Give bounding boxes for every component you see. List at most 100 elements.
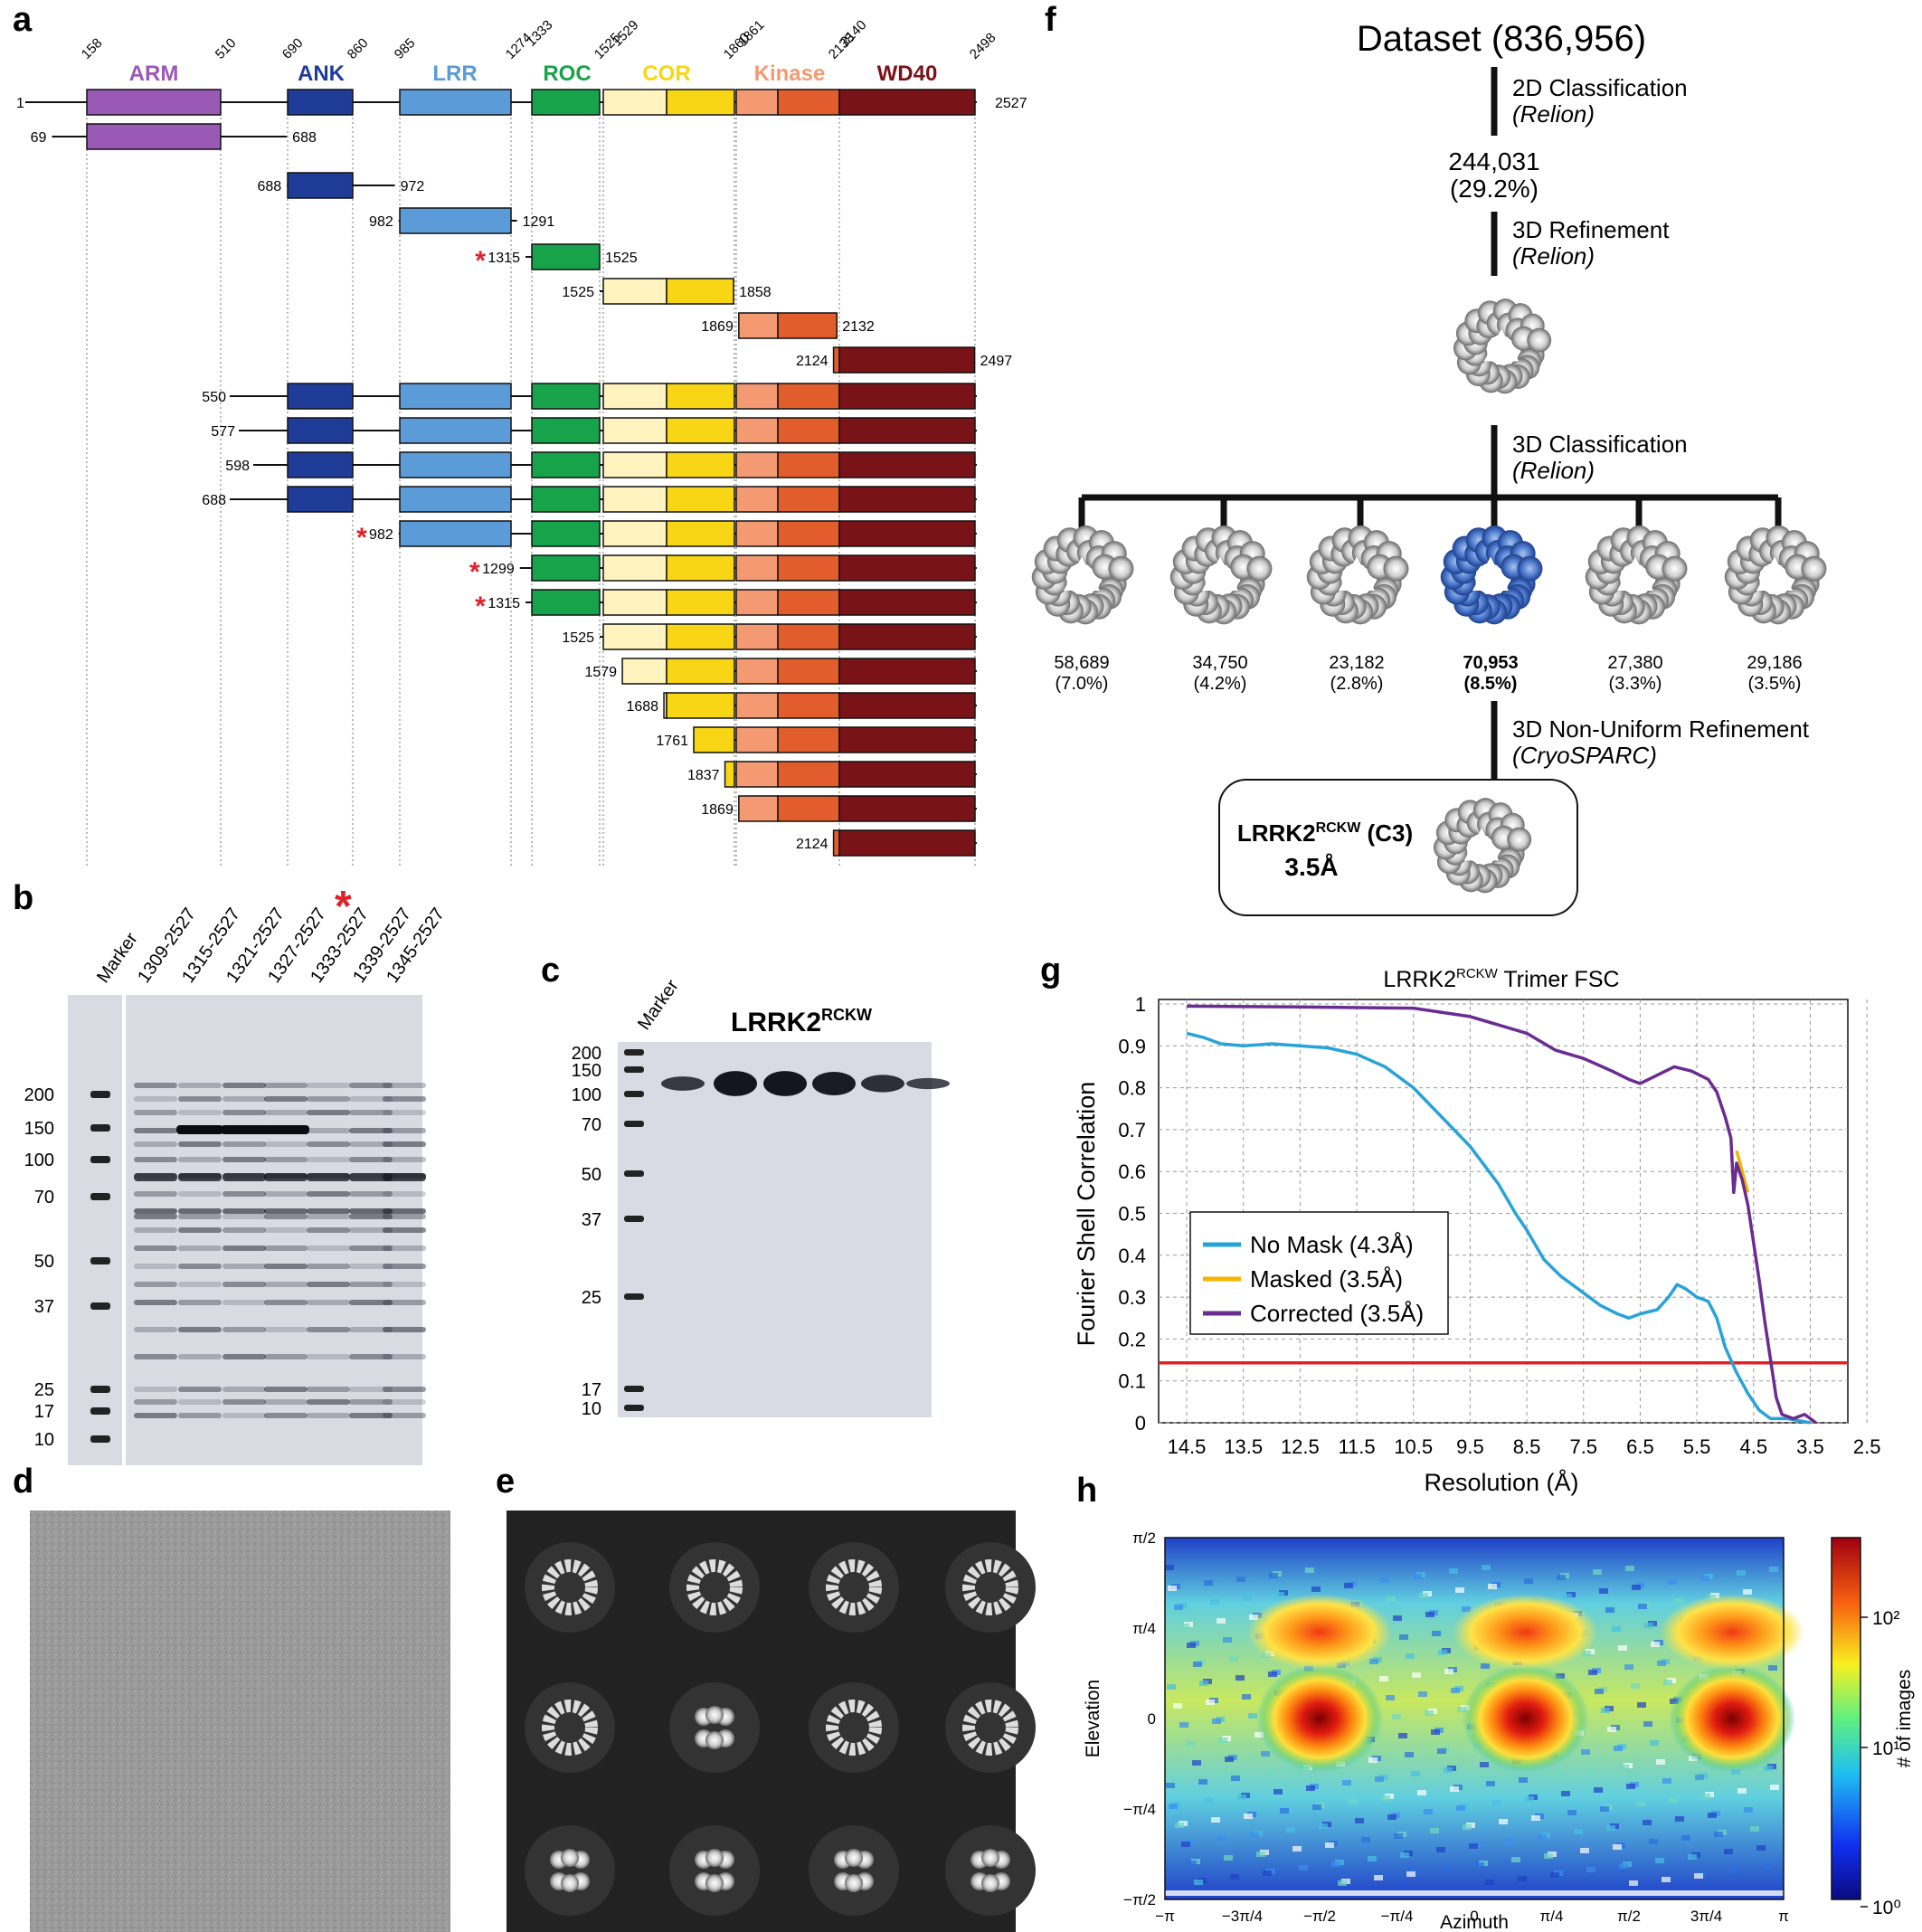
top-tick-label: 690 [279,35,307,62]
x-tick-label: 7.5 [1569,1435,1597,1458]
domain-box [602,383,667,410]
domain-box [531,554,601,582]
domain-box [287,417,354,444]
x-tick-label: 3.5 [1796,1435,1824,1458]
panel-letter-c: c [541,952,560,990]
step1-title: 2D Classification [1512,74,1688,101]
class-count: 23,182 [1329,653,1384,673]
construct-end-label: 972 [401,179,425,194]
construct-start-label: 688 [257,179,281,194]
domain-box [735,658,779,685]
domain-box [777,89,840,116]
class-count: 29,186 [1747,653,1802,673]
y-tick-label: 0.8 [1118,1077,1146,1100]
domain-label-cor: COR [642,62,690,86]
x-tick-label: 0 [1470,1908,1478,1925]
full-start-label: 1 [16,96,24,111]
x-tick-label: 10.5 [1394,1435,1433,1458]
construct-start-label: 2124 [796,354,828,369]
domain-box [777,692,840,719]
construct-start-label: 2124 [796,837,828,852]
legend-entry: Corrected (3.5Å) [1250,1300,1424,1327]
domain-box [777,589,840,616]
panel-letter-b: b [13,879,33,917]
y-tick-label: 0.5 [1118,1203,1146,1226]
colorbar-tick-label: 10² [1872,1608,1899,1629]
domain-box [838,589,976,616]
y-tick-label: −π/4 [1123,1801,1156,1818]
domain-box [838,554,976,582]
marker-label: 100 [572,1085,601,1105]
domain-box [666,383,735,410]
density-hotspot [1453,1594,1598,1671]
y-tick-label: 0.9 [1118,1035,1146,1057]
domain-box [531,417,601,444]
construct-start-label: 1525 [562,630,594,646]
top-tick-label: 510 [213,35,240,62]
domain-box [86,89,222,116]
chart-title: LRRK2RCKW Trimer FSC [1383,966,1619,992]
domain-box [735,554,779,582]
step2-software: (Relion) [1512,242,1595,270]
construct-start-label: 1579 [584,665,617,680]
construct-start-label: 1761 [656,734,688,749]
construct-end-label: 2132 [842,319,875,335]
top-tick-label: 860 [345,35,372,62]
class-average [550,1849,590,1892]
domain-box [777,520,840,547]
domain-box [693,726,735,753]
final-map-name: LRRK2RCKW (C3) [1237,819,1413,847]
heatmap-frame [1164,1537,1785,1900]
panel-a-domain-map: ARM ANK LRR ROC COR Kinase WD40 158 510 690 860 985… [16,17,1027,868]
domain-box [838,486,976,513]
x-tick-label: −π [1155,1908,1175,1925]
y-tick-label: 0.1 [1118,1370,1146,1393]
domain-box [735,520,779,547]
pct1: (29.2%) [1450,175,1539,203]
dataset-label: Dataset (836,956) [1357,19,1646,59]
marker-label: 25 [582,1288,601,1308]
construct-asterisk: * [469,557,480,587]
construct-start-label: 1525 [562,285,594,300]
domain-box [735,623,779,650]
domain-box [838,451,976,478]
marker-label: 17 [582,1380,601,1400]
domain-box [838,417,976,444]
marker-label: 100 [24,1151,54,1170]
x-tick-label: −3π/4 [1222,1908,1263,1925]
step4-title: 3D Non-Uniform Refinement [1512,715,1810,743]
x-axis-label: Resolution (Å) [1424,1468,1578,1496]
top-tick-label: 2498 [967,30,999,62]
domain-box [777,761,840,788]
domain-box [735,589,779,616]
domain-box [832,346,840,374]
marker-label: 70 [34,1188,54,1208]
domain-box [287,451,354,478]
density-hotspot [1462,1664,1589,1773]
y-tick-label: 0.2 [1118,1328,1146,1350]
domain-box [735,726,779,753]
y-tick-label: 1 [1135,993,1146,1016]
full-end-label: 2527 [995,96,1027,111]
class-count: 27,380 [1607,653,1662,673]
x-tick-label: π [1778,1908,1789,1925]
x-tick-label: −π/4 [1381,1908,1414,1925]
colorbar-label: # of images [1894,1670,1915,1768]
class-percent: (7.0%) [1056,674,1109,694]
domain-box [399,383,512,410]
domain-box [602,486,667,513]
domain-box [777,623,840,650]
class-count: 34,750 [1192,653,1247,673]
x-tick-label: 11.5 [1338,1435,1375,1458]
domain-box [838,89,976,116]
domain-label-wd40: WD40 [877,62,938,86]
series-line [1186,1031,1811,1425]
domain-box [666,278,734,305]
panel-letter-a: a [13,1,33,39]
class-average [826,1700,882,1756]
construct-end-label: 1525 [605,251,638,266]
domain-box [531,486,601,513]
domain-box [838,658,976,685]
